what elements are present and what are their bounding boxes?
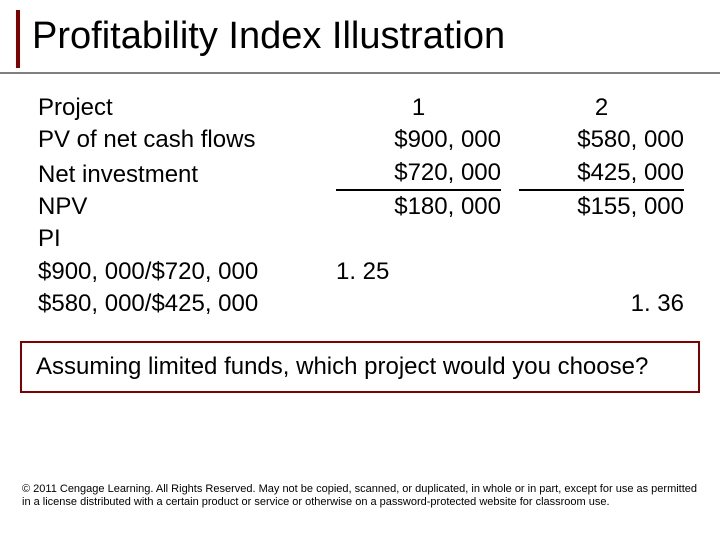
row-col2: $155, 000 bbox=[519, 191, 684, 223]
pi-val-1 bbox=[336, 288, 501, 320]
title-rule bbox=[0, 72, 720, 74]
row-col1: $900, 000 bbox=[336, 124, 501, 156]
row-col1: $180, 000 bbox=[336, 191, 501, 223]
header-col2: 2 bbox=[519, 92, 684, 124]
pi-label: PI bbox=[38, 223, 318, 255]
pi-val-2: 1. 36 bbox=[519, 288, 684, 320]
pi-label-row: PI bbox=[38, 223, 682, 255]
row-label: Net investment bbox=[38, 159, 318, 191]
pi-row: $900, 000/$720, 000 1. 25 bbox=[38, 256, 682, 288]
row-col1: $720, 000 bbox=[336, 157, 501, 191]
slide-title: Profitability Index Illustration bbox=[32, 16, 704, 58]
copyright-text: © 2011 Cengage Learning. All Rights Rese… bbox=[22, 483, 698, 511]
row-col2: $425, 000 bbox=[519, 157, 684, 191]
content-area: Project 1 2 PV of net cash flows $900, 0… bbox=[16, 92, 704, 321]
question-text: Assuming limited funds, which project wo… bbox=[36, 353, 648, 380]
slide: Profitability Index Illustration Project… bbox=[0, 0, 720, 540]
pi-val-1: 1. 25 bbox=[336, 256, 501, 288]
pi-expr: $580, 000/$425, 000 bbox=[38, 288, 318, 320]
pi-val-2 bbox=[519, 256, 684, 288]
question-box: Assuming limited funds, which project wo… bbox=[20, 341, 700, 393]
header-label: Project bbox=[38, 92, 318, 124]
table-header-row: Project 1 2 bbox=[38, 92, 682, 124]
header-col1: 1 bbox=[336, 92, 501, 124]
table-row: Net investment $720, 000 $425, 000 bbox=[38, 157, 682, 191]
row-label: PV of net cash flows bbox=[38, 124, 318, 156]
row-label: NPV bbox=[38, 191, 318, 223]
pi-expr: $900, 000/$720, 000 bbox=[38, 256, 318, 288]
table-row: NPV $180, 000 $155, 000 bbox=[38, 191, 682, 223]
title-block: Profitability Index Illustration bbox=[16, 10, 704, 68]
table-row: PV of net cash flows $900, 000 $580, 000 bbox=[38, 124, 682, 156]
pi-row: $580, 000/$425, 000 1. 36 bbox=[38, 288, 682, 320]
row-col2: $580, 000 bbox=[519, 124, 684, 156]
